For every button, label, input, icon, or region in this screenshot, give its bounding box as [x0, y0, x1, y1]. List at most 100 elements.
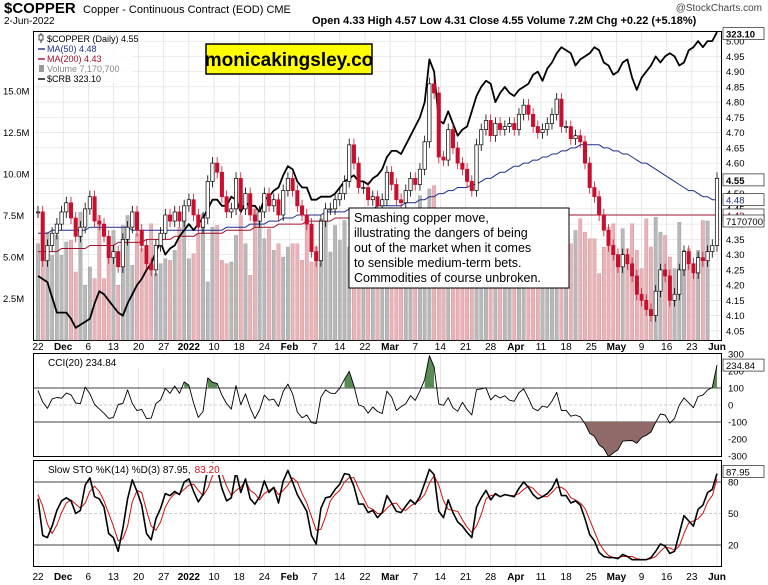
cci-tick-label: 0: [728, 401, 733, 412]
x-axis-label-lower: 23: [686, 572, 698, 583]
volume-bar: [568, 243, 573, 341]
x-axis-label-lower: 6: [86, 572, 92, 583]
candle-body: [153, 245, 158, 271]
x-axis-label-lower: Feb: [281, 572, 299, 583]
cci-overbought-fill: [344, 371, 354, 388]
candle-body: [413, 178, 418, 185]
candle-body: [441, 156, 446, 161]
x-axis-label-upper: 14: [334, 342, 346, 353]
volume-bar: [36, 243, 40, 341]
candle-body: [285, 178, 290, 191]
candle-body: [314, 251, 319, 262]
symbol-title: $COPPER: [4, 0, 76, 17]
candle-body: [653, 290, 658, 316]
candle-body: [219, 171, 224, 198]
volume-tick-label: 10.0M: [3, 170, 29, 181]
candle-body: [64, 202, 69, 213]
candle-body: [389, 171, 394, 185]
candle-body: [238, 178, 243, 210]
price-tick-label: 4.95: [726, 52, 745, 63]
candle-body: [667, 275, 672, 301]
volume-bar: [172, 250, 177, 341]
candle-body: [559, 98, 564, 127]
candle-body: [248, 193, 253, 216]
x-axis-label-upper: Mar: [381, 342, 399, 353]
price-tick-label: 4.20: [726, 281, 745, 292]
candle-body: [106, 235, 111, 259]
cci-legend-label: CCI(20) 234.84: [48, 358, 117, 369]
candle-body: [502, 126, 507, 130]
volume-bar: [163, 258, 168, 341]
candle-body: [342, 181, 347, 194]
candle-body: [68, 202, 74, 219]
candle-body: [323, 208, 328, 222]
x-axis-label-upper: 22: [32, 342, 44, 353]
candle-body: [290, 178, 295, 191]
legend-swatch: [39, 65, 44, 72]
volume-bar: [130, 265, 135, 341]
candle-body: [356, 162, 361, 188]
x-axis-label-upper: 7: [412, 342, 418, 353]
volume-bar: [281, 256, 286, 341]
volume-bar: [337, 240, 342, 341]
volume-bar: [64, 241, 69, 341]
candle-body: [573, 135, 578, 140]
price-tick-label: 4.85: [726, 82, 745, 93]
candle-body: [634, 275, 639, 295]
candle-body: [399, 199, 404, 204]
annotation-line-3: out of the market when it comes: [354, 241, 531, 255]
x-axis-label-lower: 20: [133, 572, 145, 583]
candle-body: [658, 269, 663, 292]
candle-body: [134, 211, 140, 231]
candle-body: [144, 245, 149, 265]
candle-body: [45, 245, 50, 262]
candle-body: [455, 147, 460, 164]
candle-body: [672, 293, 677, 301]
volume-bar: [69, 240, 73, 341]
last-close-tag-box: [722, 173, 765, 187]
x-axis-label-lower: 13: [108, 572, 120, 583]
candle-body: [417, 168, 422, 185]
price-tick-label: 4.05: [726, 326, 745, 337]
volume-bar: [271, 250, 276, 341]
x-axis-label-lower: 24: [259, 572, 271, 583]
candle-body: [549, 113, 555, 124]
price-tick-label: 4.75: [726, 113, 745, 124]
x-axis-label-lower: Apr: [507, 572, 524, 583]
candle-body: [380, 199, 385, 207]
candle-body: [493, 123, 498, 137]
candle-body: [54, 223, 59, 234]
legend-swatch: [38, 34, 44, 41]
candle-body: [578, 135, 583, 143]
candle-body: [427, 83, 432, 143]
candle-body: [200, 217, 206, 228]
volume-bar: [304, 215, 309, 341]
candle-body: [436, 92, 441, 158]
volume-bar: [276, 243, 281, 341]
crb-value-tag-box: [722, 27, 765, 40]
volume-bar: [300, 260, 304, 341]
candle-body: [210, 162, 215, 182]
volume-bar: [342, 220, 347, 341]
cci-tick-label: 300: [728, 350, 744, 361]
candle-body: [450, 129, 455, 149]
sto-tick-label: 80: [728, 478, 739, 489]
candle-body: [191, 199, 196, 216]
volume-bar: [102, 278, 106, 341]
x-axis-label-lower: 22: [32, 572, 44, 583]
volume-bar: [578, 218, 583, 341]
candle-body: [601, 214, 606, 231]
volume-bar: [40, 258, 45, 341]
candle-body: [234, 178, 239, 210]
x-axis-label-upper: 14: [435, 342, 447, 353]
volume-tick-label: 2.5M: [3, 294, 24, 305]
candle-body: [460, 162, 465, 170]
sto-legend-bg: [36, 463, 268, 475]
candle-body: [158, 232, 163, 246]
volume-bar: [187, 258, 191, 341]
cci-tick-label: 100: [728, 384, 744, 395]
volume-tick-label: 5.0M: [3, 253, 24, 264]
volume-bar: [649, 246, 653, 341]
sto-panel-frame: [33, 460, 722, 567]
candle-body: [295, 190, 300, 207]
